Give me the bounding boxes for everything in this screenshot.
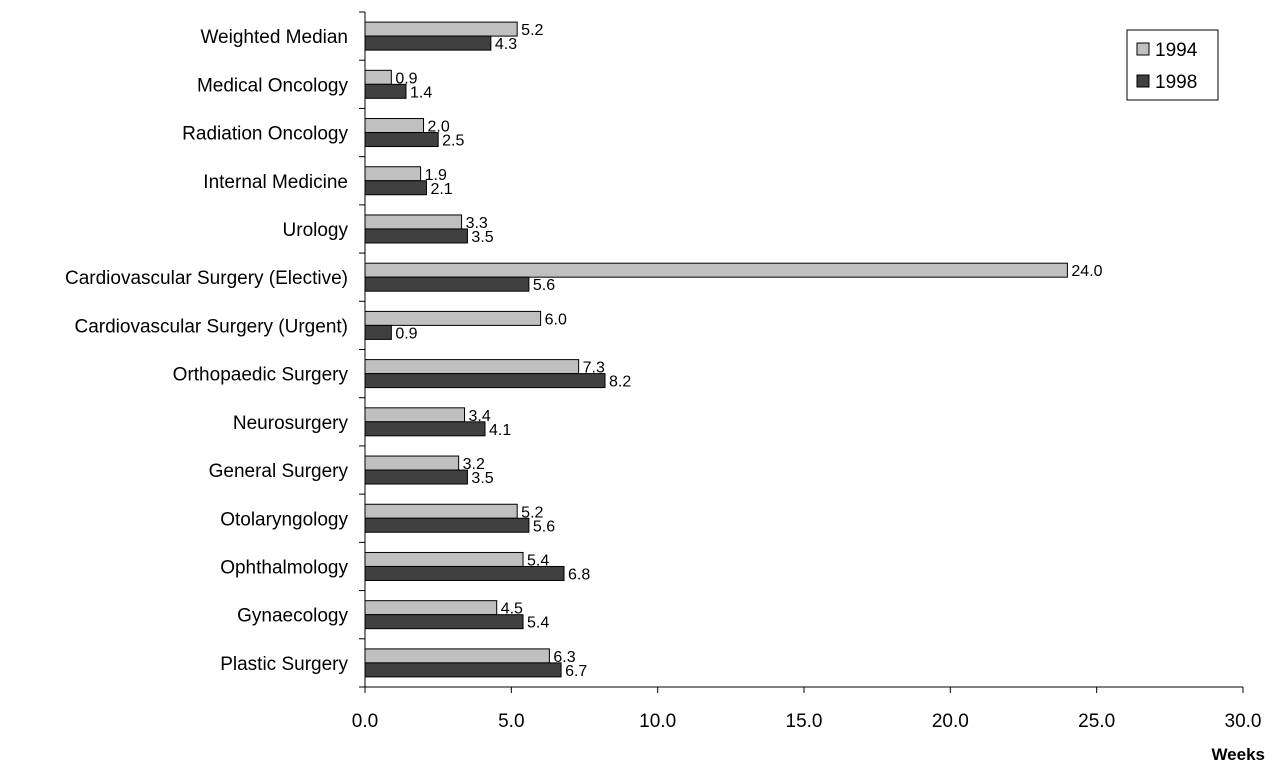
category-label-cardiovascular-surgery-urgent: Cardiovascular Surgery (Urgent) — [75, 316, 349, 337]
bar-1998-gynaecology — [364, 614, 524, 630]
bar-1998-cardiovascular-surgery-urgent — [364, 324, 392, 340]
category-label-radiation-oncology: Radiation Oncology — [182, 124, 348, 145]
value-label-1998-ophthalmology: 6.8 — [568, 566, 590, 583]
value-label-1998-neurosurgery: 4.1 — [489, 422, 511, 439]
x-axis-label: Weeks — [1211, 745, 1265, 764]
legend-label-1994: 1994 — [1155, 40, 1198, 61]
legend-swatch-1994 — [1136, 42, 1150, 56]
value-label-1994-general-surgery: 3.2 — [463, 456, 485, 473]
bar-1994-otolaryngology — [364, 503, 518, 519]
value-label-1994-urology: 3.3 — [466, 215, 488, 232]
value-label-1998-weighted-median: 4.3 — [495, 36, 517, 53]
bar-1998-general-surgery — [364, 469, 468, 485]
x-tick-label: 15.0 — [786, 711, 823, 732]
bar-1994-general-surgery — [364, 455, 460, 471]
bar-1994-urology — [364, 214, 463, 230]
value-label-1994-gynaecology: 4.5 — [501, 601, 523, 618]
legend-label-1998: 1998 — [1155, 72, 1197, 93]
value-label-1994-cardiovascular-surgery-urgent: 6.0 — [545, 311, 567, 328]
category-label-ophthalmology: Ophthalmology — [220, 557, 348, 578]
bar-1994-neurosurgery — [364, 407, 466, 423]
bar-1994-orthopaedic-surgery — [364, 359, 580, 375]
bar-1998-orthopaedic-surgery — [364, 373, 606, 389]
value-label-1998-cardiovascular-surgery-urgent: 0.9 — [395, 325, 417, 342]
value-label-1994-radiation-oncology: 2.0 — [428, 119, 450, 136]
legend-box — [1126, 29, 1219, 101]
category-labels-group: Weighted Median Medical Oncology Radiation… — [65, 27, 348, 675]
value-label-1998-internal-medicine: 2.1 — [430, 181, 452, 198]
legend: 1994 1998 — [1126, 29, 1219, 101]
bar-1994-internal-medicine — [364, 166, 422, 182]
bars-group — [364, 21, 1068, 678]
value-label-1994-medical-oncology: 0.9 — [395, 70, 417, 87]
value-label-1994-internal-medicine: 1.9 — [425, 167, 447, 184]
bar-1998-otolaryngology — [364, 517, 530, 533]
bar-1994-gynaecology — [364, 600, 498, 616]
bar-1998-weighted-median — [364, 35, 492, 51]
category-label-weighted-median: Weighted Median — [200, 27, 348, 48]
x-tick-label: 25.0 — [1078, 711, 1115, 732]
value-label-1998-plastic-surgery: 6.7 — [565, 663, 587, 680]
axes-group — [359, 11, 1243, 688]
value-label-1994-otolaryngology: 5.2 — [521, 504, 543, 521]
category-label-gynaecology: Gynaecology — [237, 606, 348, 627]
value-label-1994-orthopaedic-surgery: 7.3 — [583, 360, 605, 377]
category-label-urology: Urology — [283, 220, 349, 241]
value-label-1994-plastic-surgery: 6.3 — [553, 649, 575, 666]
bar-1998-neurosurgery — [364, 421, 486, 437]
bar-1994-medical-oncology — [364, 69, 392, 85]
value-label-1994-neurosurgery: 3.4 — [469, 408, 491, 425]
bar-1998-cardiovascular-surgery-elective — [364, 276, 530, 292]
bar-1994-radiation-oncology — [364, 118, 425, 134]
value-label-1994-ophthalmology: 5.4 — [527, 552, 549, 569]
bar-1998-internal-medicine — [364, 180, 427, 196]
bar-1994-plastic-surgery — [364, 648, 550, 664]
category-label-otolaryngology: Otolaryngology — [220, 509, 348, 530]
value-label-1994-cardiovascular-surgery-elective: 24.0 — [1071, 263, 1102, 280]
value-label-1998-urology: 3.5 — [471, 229, 493, 246]
category-label-orthopaedic-surgery: Orthopaedic Surgery — [173, 365, 349, 386]
x-ticks-group: 0.0 5.0 10.0 15.0 20.0 25.0 30.0 — [352, 687, 1262, 732]
category-label-medical-oncology: Medical Oncology — [197, 75, 349, 96]
x-tick-label: 30.0 — [1225, 711, 1262, 732]
value-label-1994-weighted-median: 5.2 — [521, 22, 543, 39]
value-label-1998-cardiovascular-surgery-elective: 5.6 — [533, 277, 555, 294]
value-label-1998-otolaryngology: 5.6 — [533, 518, 555, 535]
bar-1994-cardiovascular-surgery-urgent — [364, 310, 542, 326]
x-tick-label: 20.0 — [932, 711, 969, 732]
bar-1994-ophthalmology — [364, 551, 524, 567]
category-label-internal-medicine: Internal Medicine — [203, 172, 348, 193]
bar-1994-cardiovascular-surgery-elective — [364, 262, 1068, 278]
category-label-general-surgery: General Surgery — [209, 461, 349, 482]
x-tick-label: 0.0 — [352, 711, 378, 732]
value-label-1998-general-surgery: 3.5 — [471, 470, 493, 487]
bar-1998-plastic-surgery — [364, 662, 562, 678]
value-label-1998-radiation-oncology: 2.5 — [442, 133, 464, 150]
category-label-plastic-surgery: Plastic Surgery — [220, 654, 348, 675]
bar-1998-urology — [364, 228, 468, 244]
category-label-neurosurgery: Neurosurgery — [233, 413, 349, 434]
value-label-1998-medical-oncology: 1.4 — [410, 84, 432, 101]
value-labels-group: 5.24.30.91.42.02.51.92.13.33.524.05.66.0… — [395, 22, 1102, 680]
category-label-cardiovascular-surgery-elective: Cardiovascular Surgery (Elective) — [65, 268, 348, 289]
legend-swatch-1998 — [1136, 74, 1150, 88]
value-label-1998-orthopaedic-surgery: 8.2 — [609, 374, 631, 391]
value-label-1998-gynaecology: 5.4 — [527, 615, 549, 632]
x-tick-label: 5.0 — [498, 711, 524, 732]
x-tick-label: 10.0 — [639, 711, 676, 732]
bar-1994-weighted-median — [364, 21, 518, 37]
